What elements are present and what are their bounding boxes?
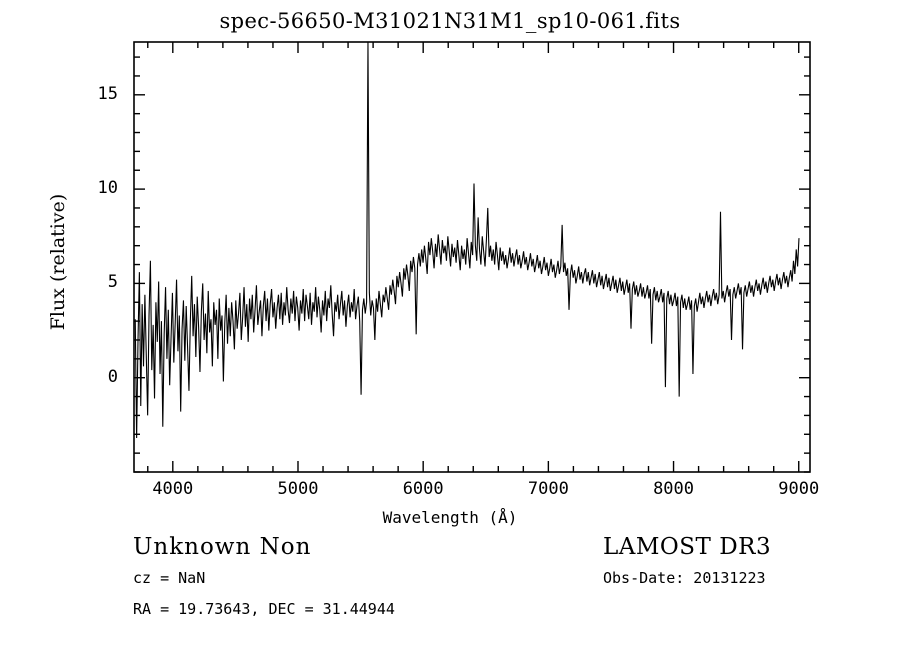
x-tick-label: 4000 <box>152 479 194 499</box>
object-class-label: Unknown Non <box>133 534 312 560</box>
cz-value-label: cz = NaN <box>133 569 206 587</box>
x-tick-label: 5000 <box>277 479 319 499</box>
y-tick-label: 10 <box>97 178 118 199</box>
x-axis-title: Wavelength (Å) <box>382 508 518 527</box>
page-title: spec-56650-M31021N31M1_sp10-061.fits <box>219 9 681 33</box>
x-tick-label: 8000 <box>653 479 695 499</box>
y-tick-label: 5 <box>107 272 118 293</box>
x-tick-label: 6000 <box>402 479 444 499</box>
x-tick-label: 7000 <box>527 479 569 499</box>
ra-dec-label: RA = 19.73643, DEC = 31.44944 <box>133 600 395 618</box>
survey-label: LAMOST DR3 <box>603 534 772 560</box>
x-tick-label: 9000 <box>778 479 820 499</box>
spectrum-trace <box>134 42 800 439</box>
plot-frame <box>133 41 811 473</box>
y-tick-label: 0 <box>107 366 118 387</box>
axis-ticks <box>134 42 810 473</box>
obs-date-label: Obs-Date: 20131223 <box>603 569 766 587</box>
y-tick-label: 15 <box>97 83 118 104</box>
y-axis-title: Flux (relative) <box>47 193 69 331</box>
